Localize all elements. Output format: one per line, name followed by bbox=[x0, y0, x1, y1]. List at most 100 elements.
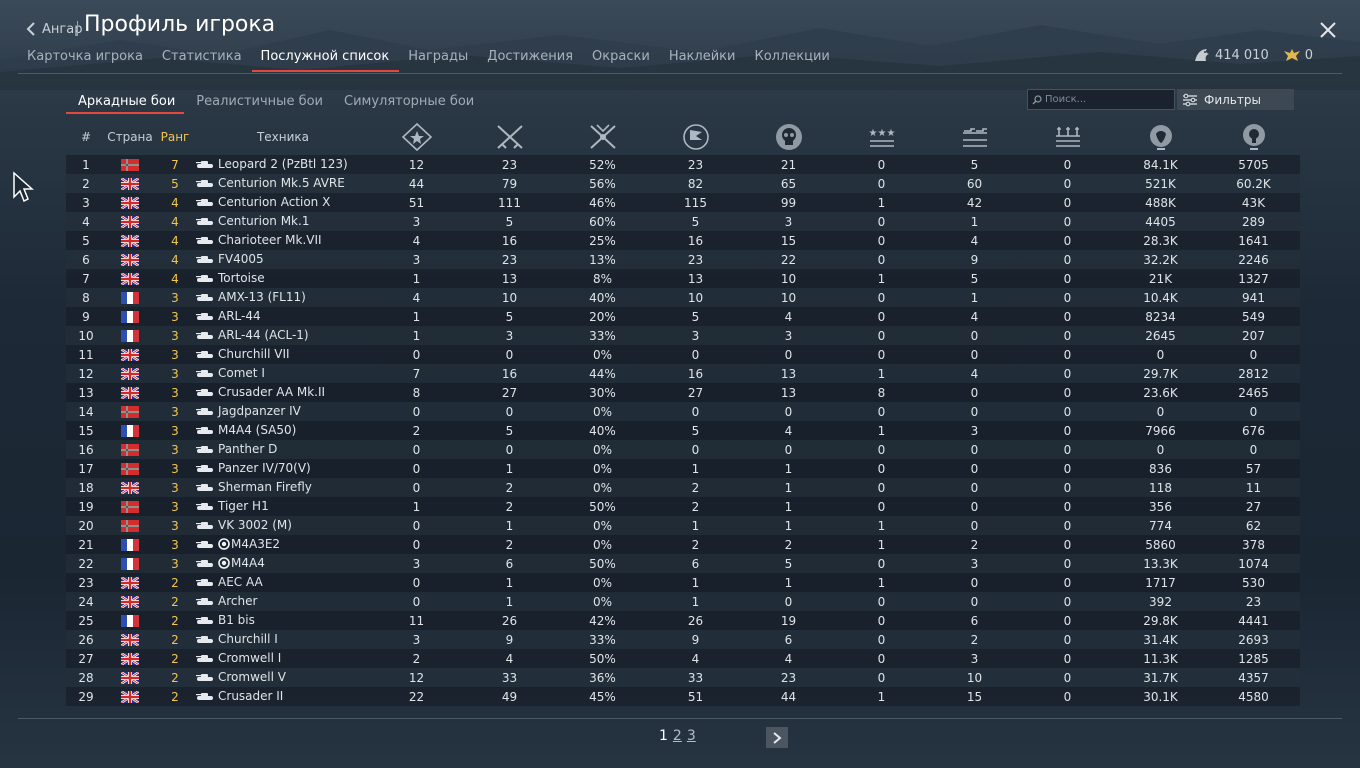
stat-respawns: 10 bbox=[687, 290, 704, 305]
stat-deaths: 44 bbox=[780, 689, 797, 704]
table-row[interactable]: 19 3 Tiger H1 1 2 50% 2 1 0 0 0 356 27 bbox=[66, 497, 1300, 516]
svg-text:★★★: ★★★ bbox=[868, 128, 895, 139]
table-row[interactable]: 16 3 Panther D 0 0 0% 0 0 0 0 0 0 0 bbox=[66, 440, 1300, 459]
col-ground-kills-header[interactable] bbox=[928, 118, 1021, 155]
tab-service-record[interactable]: Послужной список bbox=[251, 44, 400, 72]
tab-skins[interactable]: Окраски bbox=[592, 49, 650, 64]
stat-deaths: 22 bbox=[780, 252, 797, 267]
search-input[interactable] bbox=[1045, 94, 1165, 105]
tab-achievements[interactable]: Достижения bbox=[487, 49, 574, 64]
row-rank: 4 bbox=[171, 252, 179, 267]
col-winrate-header[interactable] bbox=[556, 118, 649, 155]
row-rank: 3 bbox=[171, 480, 179, 495]
tab-collections[interactable]: Коллекции bbox=[754, 49, 830, 64]
col-number-header[interactable]: # bbox=[80, 129, 92, 144]
row-number: 20 bbox=[78, 518, 94, 533]
stat-lions: 0 bbox=[1156, 442, 1165, 457]
tank-icon bbox=[196, 351, 213, 358]
stat-battles: 4 bbox=[412, 233, 421, 248]
stat-ground-kills: 4 bbox=[970, 233, 979, 248]
filters-button[interactable]: Фильтры bbox=[1177, 89, 1294, 110]
col-battles-header[interactable] bbox=[370, 118, 463, 155]
col-research-header[interactable] bbox=[1207, 118, 1300, 155]
table-row[interactable]: 17 3 Panzer IV/70(V) 0 1 0% 1 1 0 0 0 836 57 bbox=[66, 459, 1300, 478]
table-row[interactable]: 20 3 VK 3002 (M) 0 1 0% 1 1 1 0 0 774 62 bbox=[66, 516, 1300, 535]
flag-icon bbox=[121, 348, 139, 361]
table-row[interactable]: 5 4 Charioteer Mk.VII 4 16 25% 16 15 0 4 0 28.3K 164… bbox=[66, 231, 1300, 250]
table-row[interactable]: 23 2 AEC AA 0 1 0% 1 1 1 0 0 1717 530 bbox=[66, 573, 1300, 592]
col-rank-header[interactable]: Ранг bbox=[160, 129, 190, 144]
vehicle-cell: Leopard 2 (PzBtl 123) bbox=[196, 155, 370, 174]
page-link-3[interactable]: 3 bbox=[686, 728, 696, 744]
tab-statistics[interactable]: Статистика bbox=[161, 49, 242, 64]
table-header-row: # Страна Ранг Техника bbox=[66, 118, 1300, 155]
close-icon[interactable] bbox=[1318, 20, 1338, 40]
table-row[interactable]: 12 3 Comet I 7 16 44% 16 13 1 4 0 29.7K 2812 bbox=[66, 364, 1300, 383]
tab-simulator-battles[interactable]: Симуляторные бои bbox=[344, 94, 475, 109]
country-flag-uk bbox=[106, 649, 154, 668]
table-row[interactable]: 11 3 Churchill VII 0 0 0% 0 0 0 0 0 0 0 bbox=[66, 345, 1300, 364]
vehicle-name: M4A4 bbox=[231, 556, 265, 570]
row-rank: 3 bbox=[171, 385, 179, 400]
table-row[interactable]: 2 5 Centurion Mk.5 AVRE 44 79 56% 82 65 0 60 0 521K… bbox=[66, 174, 1300, 193]
table-row[interactable]: 14 3 Jagdpanzer IV 0 0 0% 0 0 0 0 0 0 0 bbox=[66, 402, 1300, 421]
table-row[interactable]: 13 3 Crusader AA Mk.II 8 27 30% 27 13 8 0 0 23.6K 24… bbox=[66, 383, 1300, 402]
country-flag-france bbox=[106, 421, 154, 440]
stat-deaths: 13 bbox=[780, 385, 797, 400]
row-number: 1 bbox=[82, 157, 90, 172]
tank-icon bbox=[196, 465, 213, 472]
table-row[interactable]: 15 3 M4A4 (SA50) 2 5 40% 5 4 1 3 0 7966 676 bbox=[66, 421, 1300, 440]
table-row[interactable]: 24 2 Archer 0 1 0% 1 0 0 0 0 392 23 bbox=[66, 592, 1300, 611]
next-page-button[interactable] bbox=[766, 727, 788, 748]
table-row[interactable]: 18 3 Sherman Firefly 0 2 0% 2 1 0 0 0 118 11 bbox=[66, 478, 1300, 497]
col-victories-header[interactable] bbox=[463, 118, 556, 155]
tab-arcade-battles[interactable]: Аркадные бои bbox=[66, 90, 185, 114]
tab-realistic-battles[interactable]: Реалистичные бои bbox=[196, 94, 323, 109]
table-row[interactable]: 22 3 M4A4 3 6 50% 6 5 0 3 0 13.3K 1074 bbox=[66, 554, 1300, 573]
premium-vehicle-icon bbox=[218, 557, 230, 569]
stat-win-rate: 33% bbox=[589, 632, 616, 647]
row-rank: 5 bbox=[171, 176, 179, 191]
back-to-hangar-button[interactable]: Ангар bbox=[26, 18, 82, 40]
row-rank: 3 bbox=[171, 404, 179, 419]
table-row[interactable]: 29 2 Crusader II 22 49 45% 51 44 1 15 0 30.1K 4580 bbox=[66, 687, 1300, 706]
table-row[interactable]: 21 3 M4A3E2 0 2 0% 2 2 1 2 0 5860 378 bbox=[66, 535, 1300, 554]
stat-research: 4441 bbox=[1238, 613, 1269, 628]
col-naval-kills-header[interactable] bbox=[1021, 118, 1114, 155]
tab-player-card[interactable]: Карточка игрока bbox=[27, 49, 143, 64]
col-deaths-header[interactable] bbox=[742, 118, 835, 155]
col-air-kills-header[interactable]: ★★★ bbox=[835, 118, 928, 155]
table-row[interactable]: 25 2 B1 bis 11 26 42% 26 19 0 6 0 29.8K 4441 bbox=[66, 611, 1300, 630]
col-country-header[interactable]: Страна bbox=[107, 129, 153, 144]
stat-battles: 1 bbox=[412, 499, 421, 514]
table-row[interactable]: 8 3 AMX-13 (FL11) 4 10 40% 10 10 0 1 0 10.4K 941 bbox=[66, 288, 1300, 307]
col-vehicle-header[interactable]: Техника bbox=[256, 129, 310, 144]
row-number: 29 bbox=[78, 689, 94, 704]
stat-air-kills: 0 bbox=[877, 328, 886, 343]
table-row[interactable]: 28 2 Cromwell V 12 33 36% 33 23 0 10 0 31.7K 4357 bbox=[66, 668, 1300, 687]
search-icon bbox=[1032, 94, 1042, 104]
table-row[interactable]: 1 7 Leopard 2 (PzBtl 123) 12 23 52% 23 21 0 5 0 84.… bbox=[66, 155, 1300, 174]
tab-decals[interactable]: Наклейки bbox=[668, 49, 736, 64]
col-respawns-header[interactable] bbox=[649, 118, 742, 155]
table-row[interactable]: 9 3 ARL-44 1 5 20% 5 4 0 4 0 8234 549 bbox=[66, 307, 1300, 326]
page-link-2[interactable]: 2 bbox=[672, 728, 682, 744]
stat-lions: 7966 bbox=[1145, 423, 1176, 438]
table-row[interactable]: 7 4 Tortoise 1 13 8% 13 10 1 5 0 21K 1327 bbox=[66, 269, 1300, 288]
tab-awards[interactable]: Награды bbox=[408, 49, 469, 64]
row-number: 23 bbox=[78, 575, 94, 590]
stat-victories: 0 bbox=[505, 404, 514, 419]
stat-naval-kills: 0 bbox=[1063, 309, 1072, 324]
table-row[interactable]: 3 4 Centurion Action X 51 111 46% 115 99 1 42 0 488… bbox=[66, 193, 1300, 212]
table-row[interactable]: 27 2 Cromwell I 2 4 50% 4 4 0 3 0 11.3K 1285 bbox=[66, 649, 1300, 668]
table-row[interactable]: 26 2 Churchill I 3 9 33% 9 6 0 2 0 31.4K 2693 bbox=[66, 630, 1300, 649]
stat-victories: 23 bbox=[501, 252, 518, 267]
table-row[interactable]: 4 4 Centurion Mk.1 3 5 60% 5 3 0 1 0 4405 289 bbox=[66, 212, 1300, 231]
table-row[interactable]: 10 3 ARL-44 (ACL-1) 1 3 33% 3 3 0 0 0 2645 207 bbox=[66, 326, 1300, 345]
chevron-left-icon bbox=[26, 22, 35, 36]
stat-ground-kills: 4 bbox=[970, 366, 979, 381]
stat-victories: 1 bbox=[505, 575, 514, 590]
row-number: 9 bbox=[82, 309, 90, 324]
table-row[interactable]: 6 4 FV4005 3 23 13% 23 22 0 9 0 32.2K 2246 bbox=[66, 250, 1300, 269]
col-lions-header[interactable] bbox=[1114, 118, 1207, 155]
